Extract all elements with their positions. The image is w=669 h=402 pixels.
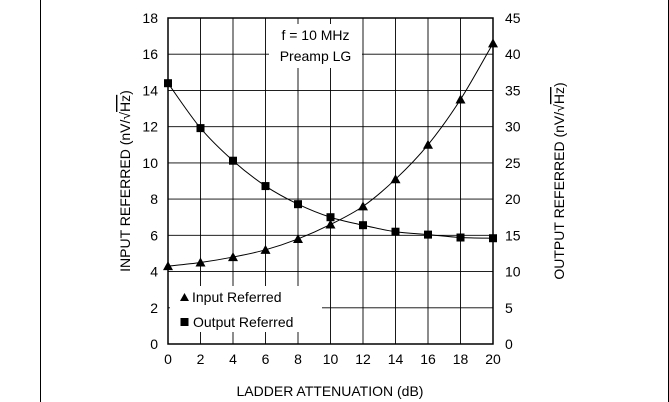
input-referred-point xyxy=(390,174,401,184)
legend: Input Referred Output Referred xyxy=(170,286,322,332)
left-axis-title-suffix: ) xyxy=(117,90,133,95)
output-referred-point xyxy=(391,227,400,236)
y-left-tick-label: 4 xyxy=(150,264,158,280)
y-left-tick-label: 2 xyxy=(150,300,158,316)
x-tick-label: 0 xyxy=(164,351,172,367)
plot-border xyxy=(167,17,494,345)
legend-output-referred: Output Referred xyxy=(193,314,293,330)
y-right-tick-label: 30 xyxy=(505,119,521,135)
left-axis-title-prefix: INPUT REFERRED (nV/ xyxy=(117,120,133,272)
x-tick-label: 14 xyxy=(388,351,404,367)
annotation-frequency: f = 10 MHz xyxy=(281,27,349,43)
right-axis-sqrt-symbol: √ xyxy=(551,104,567,112)
left-axis-sqrt-text: Hz xyxy=(117,95,133,112)
x-tick-label: 18 xyxy=(453,351,469,367)
x-tick-label: 10 xyxy=(323,351,339,367)
y-right-tick-label: 25 xyxy=(505,155,521,171)
legend-background xyxy=(170,286,322,332)
y-left-tick-label: 6 xyxy=(150,227,158,243)
output-referred-point xyxy=(261,182,270,191)
y-left-tick-label: 18 xyxy=(142,10,158,26)
input-referred-point xyxy=(260,244,271,254)
input-referred-point xyxy=(195,257,206,267)
left-axis-title: INPUT REFERRED (nV/√Hz) xyxy=(117,90,133,272)
annotation-preamp: Preamp LG xyxy=(280,48,352,64)
svg-text:OUTPUT REFERRED (nV/√Hz): OUTPUT REFERRED (nV/√Hz) xyxy=(551,82,567,279)
y-right-tick-label: 5 xyxy=(505,300,513,316)
legend-input-referred: Input Referred xyxy=(192,289,282,305)
right-axis-title: OUTPUT REFERRED (nV/√Hz) xyxy=(551,82,567,279)
legend-triangle-marker xyxy=(180,293,189,301)
x-tick-label: 16 xyxy=(420,351,436,367)
input-referred-point xyxy=(293,233,303,243)
input-referred-point xyxy=(228,252,238,262)
right-axis-sqrt-text: Hz xyxy=(551,87,567,104)
input-referred-point xyxy=(358,201,368,211)
y-left-tick-label: 16 xyxy=(142,46,158,62)
input-referred-point xyxy=(455,94,466,104)
x-tick-label: 8 xyxy=(294,351,302,367)
input-referred-point xyxy=(325,219,336,229)
annotation-background xyxy=(269,24,362,68)
y-right-tick-label: 35 xyxy=(505,82,521,98)
tick-labels: 0 2 4 6 8 10 12 14 16 18 2002468101214161805101520… xyxy=(142,10,520,367)
x-tick-label: 4 xyxy=(229,351,237,367)
output-referred-point xyxy=(456,233,465,242)
right-axis-title-prefix: OUTPUT REFERRED (nV/ xyxy=(551,112,567,280)
output-referred-point xyxy=(294,200,302,209)
legend-square-marker xyxy=(180,318,189,326)
output-referred-point xyxy=(196,124,205,133)
y-right-tick-label: 40 xyxy=(505,46,521,62)
y-left-tick-label: 14 xyxy=(142,82,158,98)
right-axis-title-suffix: ) xyxy=(551,82,567,87)
x-tick-label: 12 xyxy=(355,351,371,367)
output-referred-point xyxy=(326,213,335,222)
left-axis-sqrt-symbol: √ xyxy=(117,112,133,120)
y-left-tick-label: 0 xyxy=(150,336,158,352)
output-referred-point xyxy=(359,221,367,230)
output-referred-point xyxy=(424,230,432,239)
svg-text:INPUT REFERRED (nV/√Hz): INPUT REFERRED (nV/√Hz) xyxy=(117,90,133,272)
x-tick-label: 20 xyxy=(485,351,501,367)
y-left-tick-label: 10 xyxy=(142,155,158,171)
x-tick-label: 2 xyxy=(197,351,205,367)
y-left-tick-label: 12 xyxy=(142,119,158,135)
y-right-tick-label: 15 xyxy=(505,227,521,243)
input-referred-point xyxy=(423,139,433,149)
y-left-tick-label: 8 xyxy=(150,191,158,207)
y-right-tick-label: 20 xyxy=(505,191,521,207)
y-right-tick-label: 0 xyxy=(505,336,513,352)
y-right-tick-label: 45 xyxy=(505,10,521,26)
output-referred-point xyxy=(229,156,237,165)
annotation-box: f = 10 MHz Preamp LG xyxy=(269,24,362,68)
y-right-tick-label: 10 xyxy=(505,264,521,280)
x-tick-label: 6 xyxy=(262,351,270,367)
x-axis-title: LADDER ATTENUATION (dB) xyxy=(237,383,424,399)
